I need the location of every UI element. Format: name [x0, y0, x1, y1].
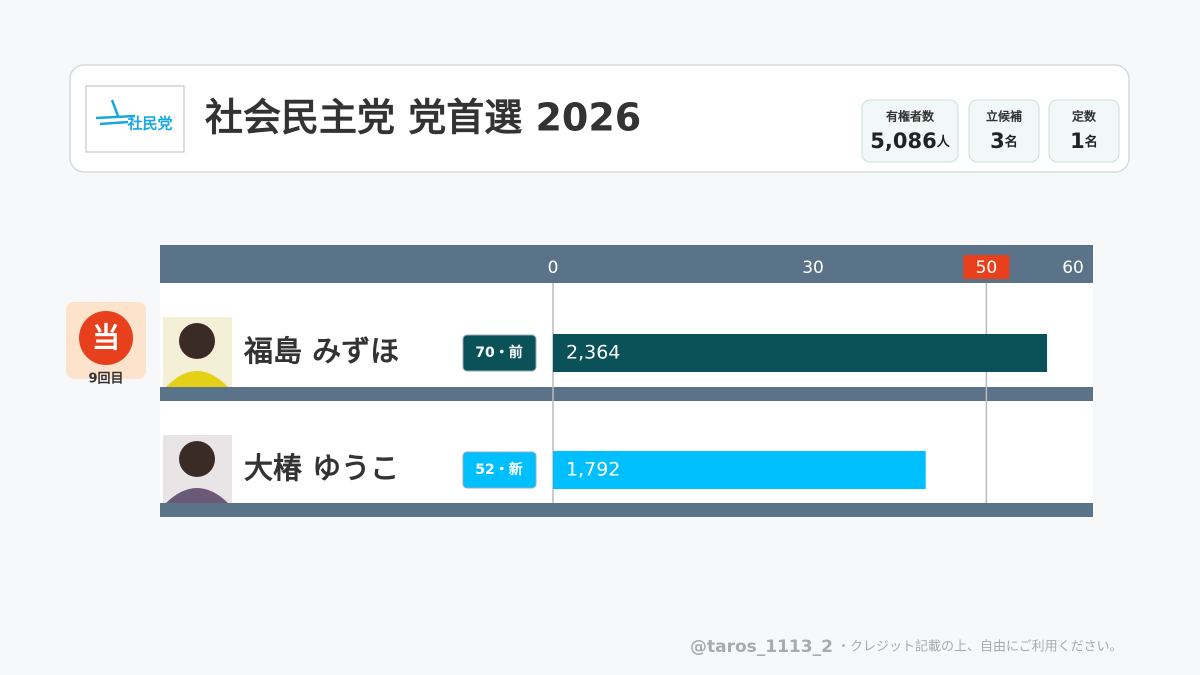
stat-value-line: 3名 — [990, 129, 1018, 153]
photo-head — [179, 441, 215, 477]
tag: 70・前 — [475, 344, 522, 361]
stat-value: 1 — [1070, 129, 1085, 153]
photo-body — [166, 371, 228, 387]
photo-body — [166, 488, 228, 503]
bar-value-label: 1,792 — [566, 459, 620, 481]
stat-value: 5,086 — [870, 129, 936, 153]
tag: 52・新 — [475, 461, 522, 478]
stat-value: 3 — [990, 129, 1005, 153]
footer-handle: @taros_1113_2 — [690, 637, 833, 657]
stat-unit: 人 — [937, 134, 951, 150]
threshold-tick-bg — [963, 255, 1010, 279]
stat-box — [968, 99, 1040, 163]
stat-box — [861, 99, 959, 163]
x-tick-label: 30 — [802, 258, 824, 278]
logo-box — [85, 85, 185, 153]
candidate-name: 大椿 ゆうこ — [244, 451, 399, 485]
bar-value-label: 2,364 — [566, 342, 620, 364]
x-tick-label: 0 — [548, 258, 559, 278]
stat-unit: 名 — [1005, 134, 1018, 150]
stat-box — [1048, 99, 1120, 163]
row-separator — [160, 503, 1093, 517]
stat-label: 有権者数 — [886, 109, 935, 124]
tag-bg — [462, 334, 537, 372]
stat-unit: 名 — [1085, 134, 1098, 150]
bar — [553, 451, 926, 489]
title: 社会民主党 党首選 2026 — [205, 96, 641, 140]
stat-label: 立候補 — [986, 109, 1022, 124]
row-separator — [160, 387, 1093, 401]
bar — [553, 334, 1048, 372]
stat-value-line: 1名 — [1070, 129, 1098, 153]
photo-head — [179, 323, 215, 359]
badge-note: 9回目 — [88, 372, 123, 387]
footer-note: ・クレジット記載の上、自由にご利用ください。 — [837, 639, 1123, 655]
badge-circle — [79, 311, 133, 365]
tag-bg — [462, 451, 537, 489]
logo-text: 社民党 — [126, 115, 172, 133]
stat-value-line: 5,086人 — [870, 129, 950, 153]
badge-mark: 当 — [92, 321, 120, 354]
stat-label: 定数 — [1072, 109, 1097, 124]
x-tick-label: 60 — [1062, 258, 1084, 278]
candidate-name: 福島 みずほ — [243, 334, 399, 368]
x-tick-label: 50 — [976, 258, 998, 278]
axis-band — [160, 245, 1093, 283]
logo-mark — [95, 99, 136, 126]
